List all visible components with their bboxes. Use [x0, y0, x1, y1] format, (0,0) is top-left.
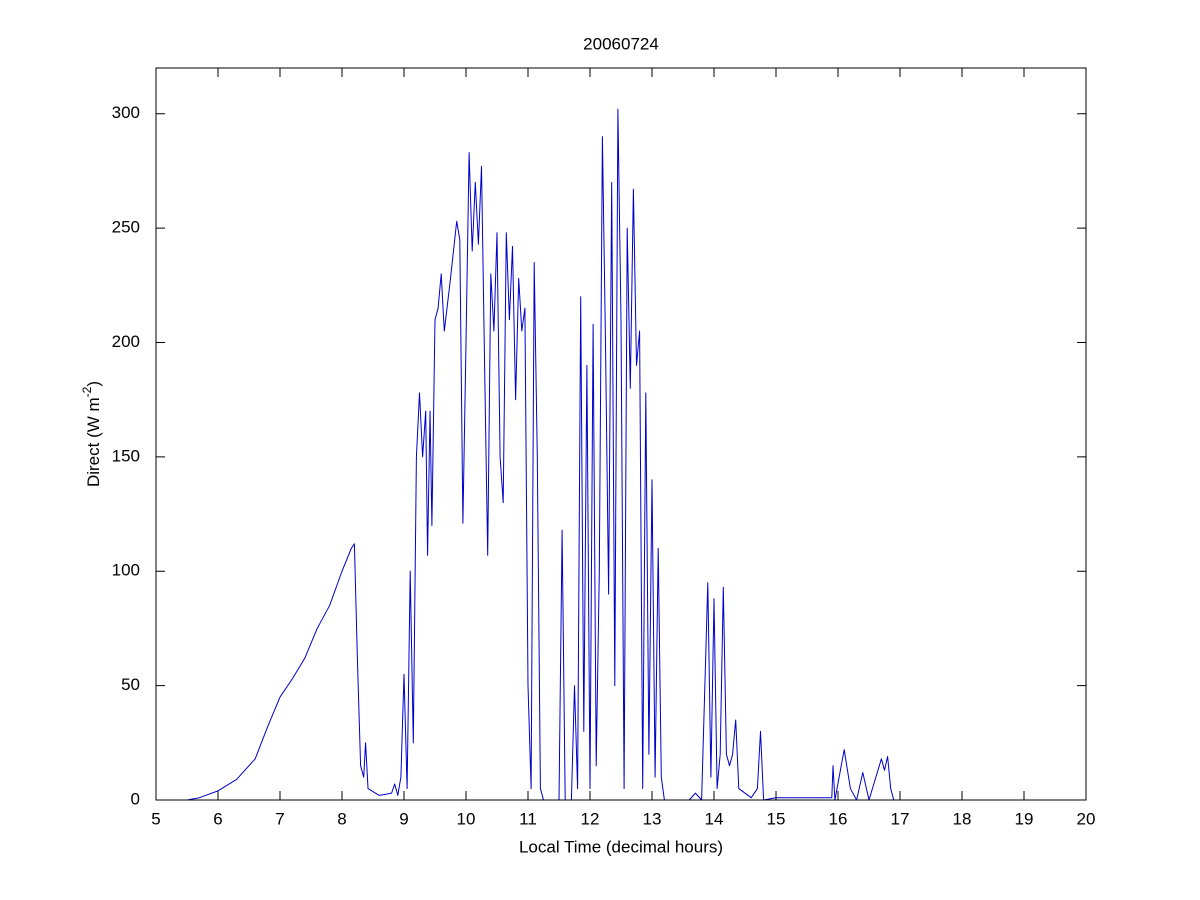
- x-tick-label: 17: [891, 809, 910, 828]
- x-tick-label: 13: [643, 809, 662, 828]
- x-tick-label: 14: [705, 809, 724, 828]
- x-tick-label: 10: [457, 809, 476, 828]
- y-tick-label: 250: [112, 218, 140, 237]
- y-axis-label-end: ): [84, 381, 103, 387]
- y-tick-label: 300: [112, 103, 140, 122]
- x-tick-label: 20: [1077, 809, 1096, 828]
- x-tick-label: 9: [399, 809, 408, 828]
- x-tick-label: 8: [337, 809, 346, 828]
- y-axis-label: Direct (W m-2): [80, 381, 103, 487]
- y-tick-label: 0: [131, 789, 140, 808]
- x-tick-label: 6: [213, 809, 222, 828]
- y-tick-label: 150: [112, 446, 140, 465]
- y-tick-label: 100: [112, 561, 140, 580]
- x-tick-label: 18: [953, 809, 972, 828]
- x-tick-label: 5: [151, 809, 160, 828]
- y-axis-label-sup: -2: [80, 386, 94, 397]
- y-tick-label: 200: [112, 332, 140, 351]
- x-tick-label: 19: [1015, 809, 1034, 828]
- chart-title: 20060724: [583, 34, 659, 53]
- x-axis-label: Local Time (decimal hours): [519, 837, 723, 856]
- x-tick-label: 12: [581, 809, 600, 828]
- x-tick-label: 11: [519, 809, 537, 828]
- data-line: [178, 108, 997, 801]
- x-tick-label: 16: [829, 809, 848, 828]
- y-tick-label: 50: [121, 675, 140, 694]
- x-tick-label: 15: [767, 809, 786, 828]
- y-axis-label-main: Direct (W m: [84, 397, 103, 487]
- x-tick-label: 7: [275, 809, 284, 828]
- plot-frame: [155, 67, 1087, 801]
